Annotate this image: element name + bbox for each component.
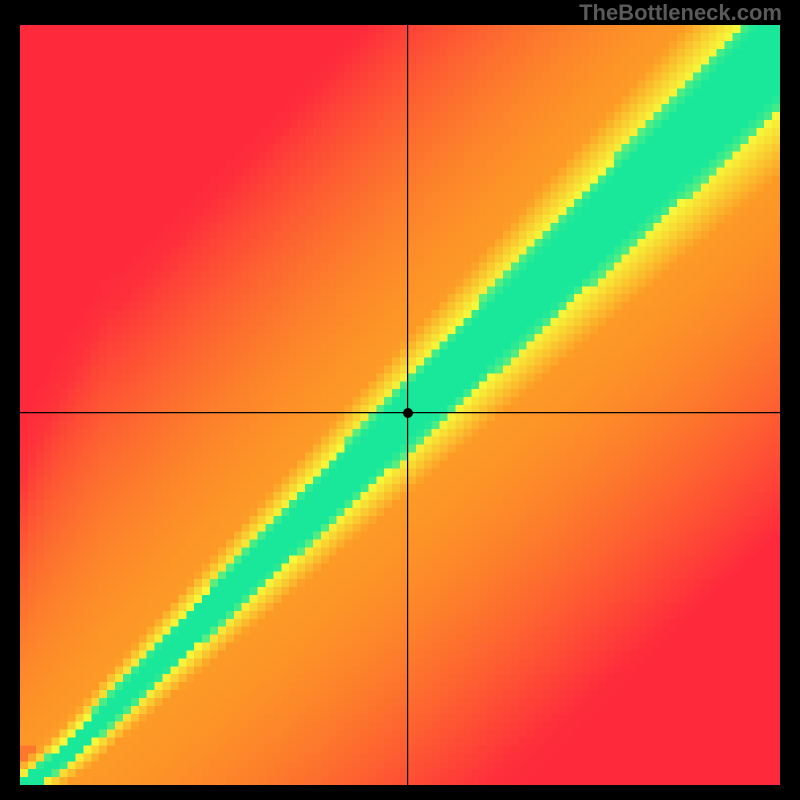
- chart-container: TheBottleneck.com: [0, 0, 800, 800]
- watermark-text: TheBottleneck.com: [579, 0, 782, 26]
- bottleneck-heatmap: [20, 25, 780, 785]
